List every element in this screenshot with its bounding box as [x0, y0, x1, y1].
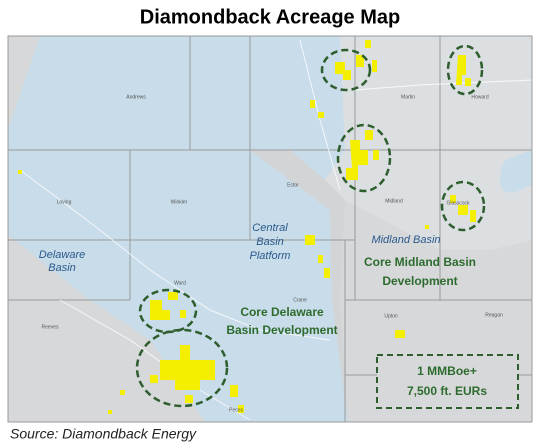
county-label: Howard: [471, 94, 488, 100]
acreage-block: [150, 292, 186, 320]
county-label: Crane: [293, 297, 307, 303]
basin-label: Delaware: [39, 249, 85, 261]
core-area-label: Basin Development: [226, 323, 337, 337]
county-label: Pecos: [229, 407, 243, 413]
source: Source: Diamondback Energy: [10, 426, 197, 442]
acreage-block: [456, 55, 471, 86]
highlight-ring: [336, 123, 392, 193]
county-label: Winkler: [171, 199, 188, 205]
county-label: Reagan: [485, 312, 503, 318]
county-label: Ector: [287, 182, 299, 188]
midland-basin-area: [325, 36, 532, 250]
highlight-ring: [446, 44, 484, 96]
delaware-basin-area: [8, 36, 348, 422]
legend-text: 1 MMBoe+: [417, 364, 477, 378]
lake: [500, 150, 532, 193]
core-area-label: Development: [382, 274, 457, 288]
title: Diamondback Acreage Map: [140, 6, 400, 28]
map: Andrews Martin Howard Loving Winkler Ect…: [8, 36, 533, 422]
county-label: Ward: [174, 280, 186, 286]
county-label: Loving: [57, 199, 72, 205]
basin-label: Central: [252, 222, 288, 234]
acreage-block: [346, 130, 379, 180]
county-label: Andrews: [126, 94, 146, 100]
acreage-block: [450, 195, 476, 222]
county-label: Upton: [384, 313, 398, 319]
core-area-label: Core Delaware: [240, 305, 324, 319]
highlight-ring: [135, 328, 229, 408]
legend: 1 MMBoe+ 7,500 ft. EURs: [376, 354, 519, 409]
acreage: [18, 40, 476, 414]
county-label: Midland: [385, 198, 403, 204]
basin-label: Platform: [250, 250, 291, 262]
map-frame: [7, 35, 533, 423]
core-area-label: Core Midland Basin: [364, 255, 476, 269]
highlight-ring: [320, 48, 372, 92]
legend-box: [376, 354, 519, 409]
basin-label: Basin: [256, 236, 284, 248]
basin-label: Basin: [48, 262, 76, 274]
highlight-ring: [440, 180, 486, 232]
legend-text: 7,500 ft. EURs: [407, 384, 487, 398]
basin-label: Midland Basin: [371, 234, 440, 246]
acreage-block: [150, 345, 244, 413]
county-label: Glasscock: [446, 200, 470, 206]
county-label: Martin: [401, 94, 415, 100]
county-label: Reeves: [42, 324, 59, 330]
acreage-block: [335, 40, 377, 80]
